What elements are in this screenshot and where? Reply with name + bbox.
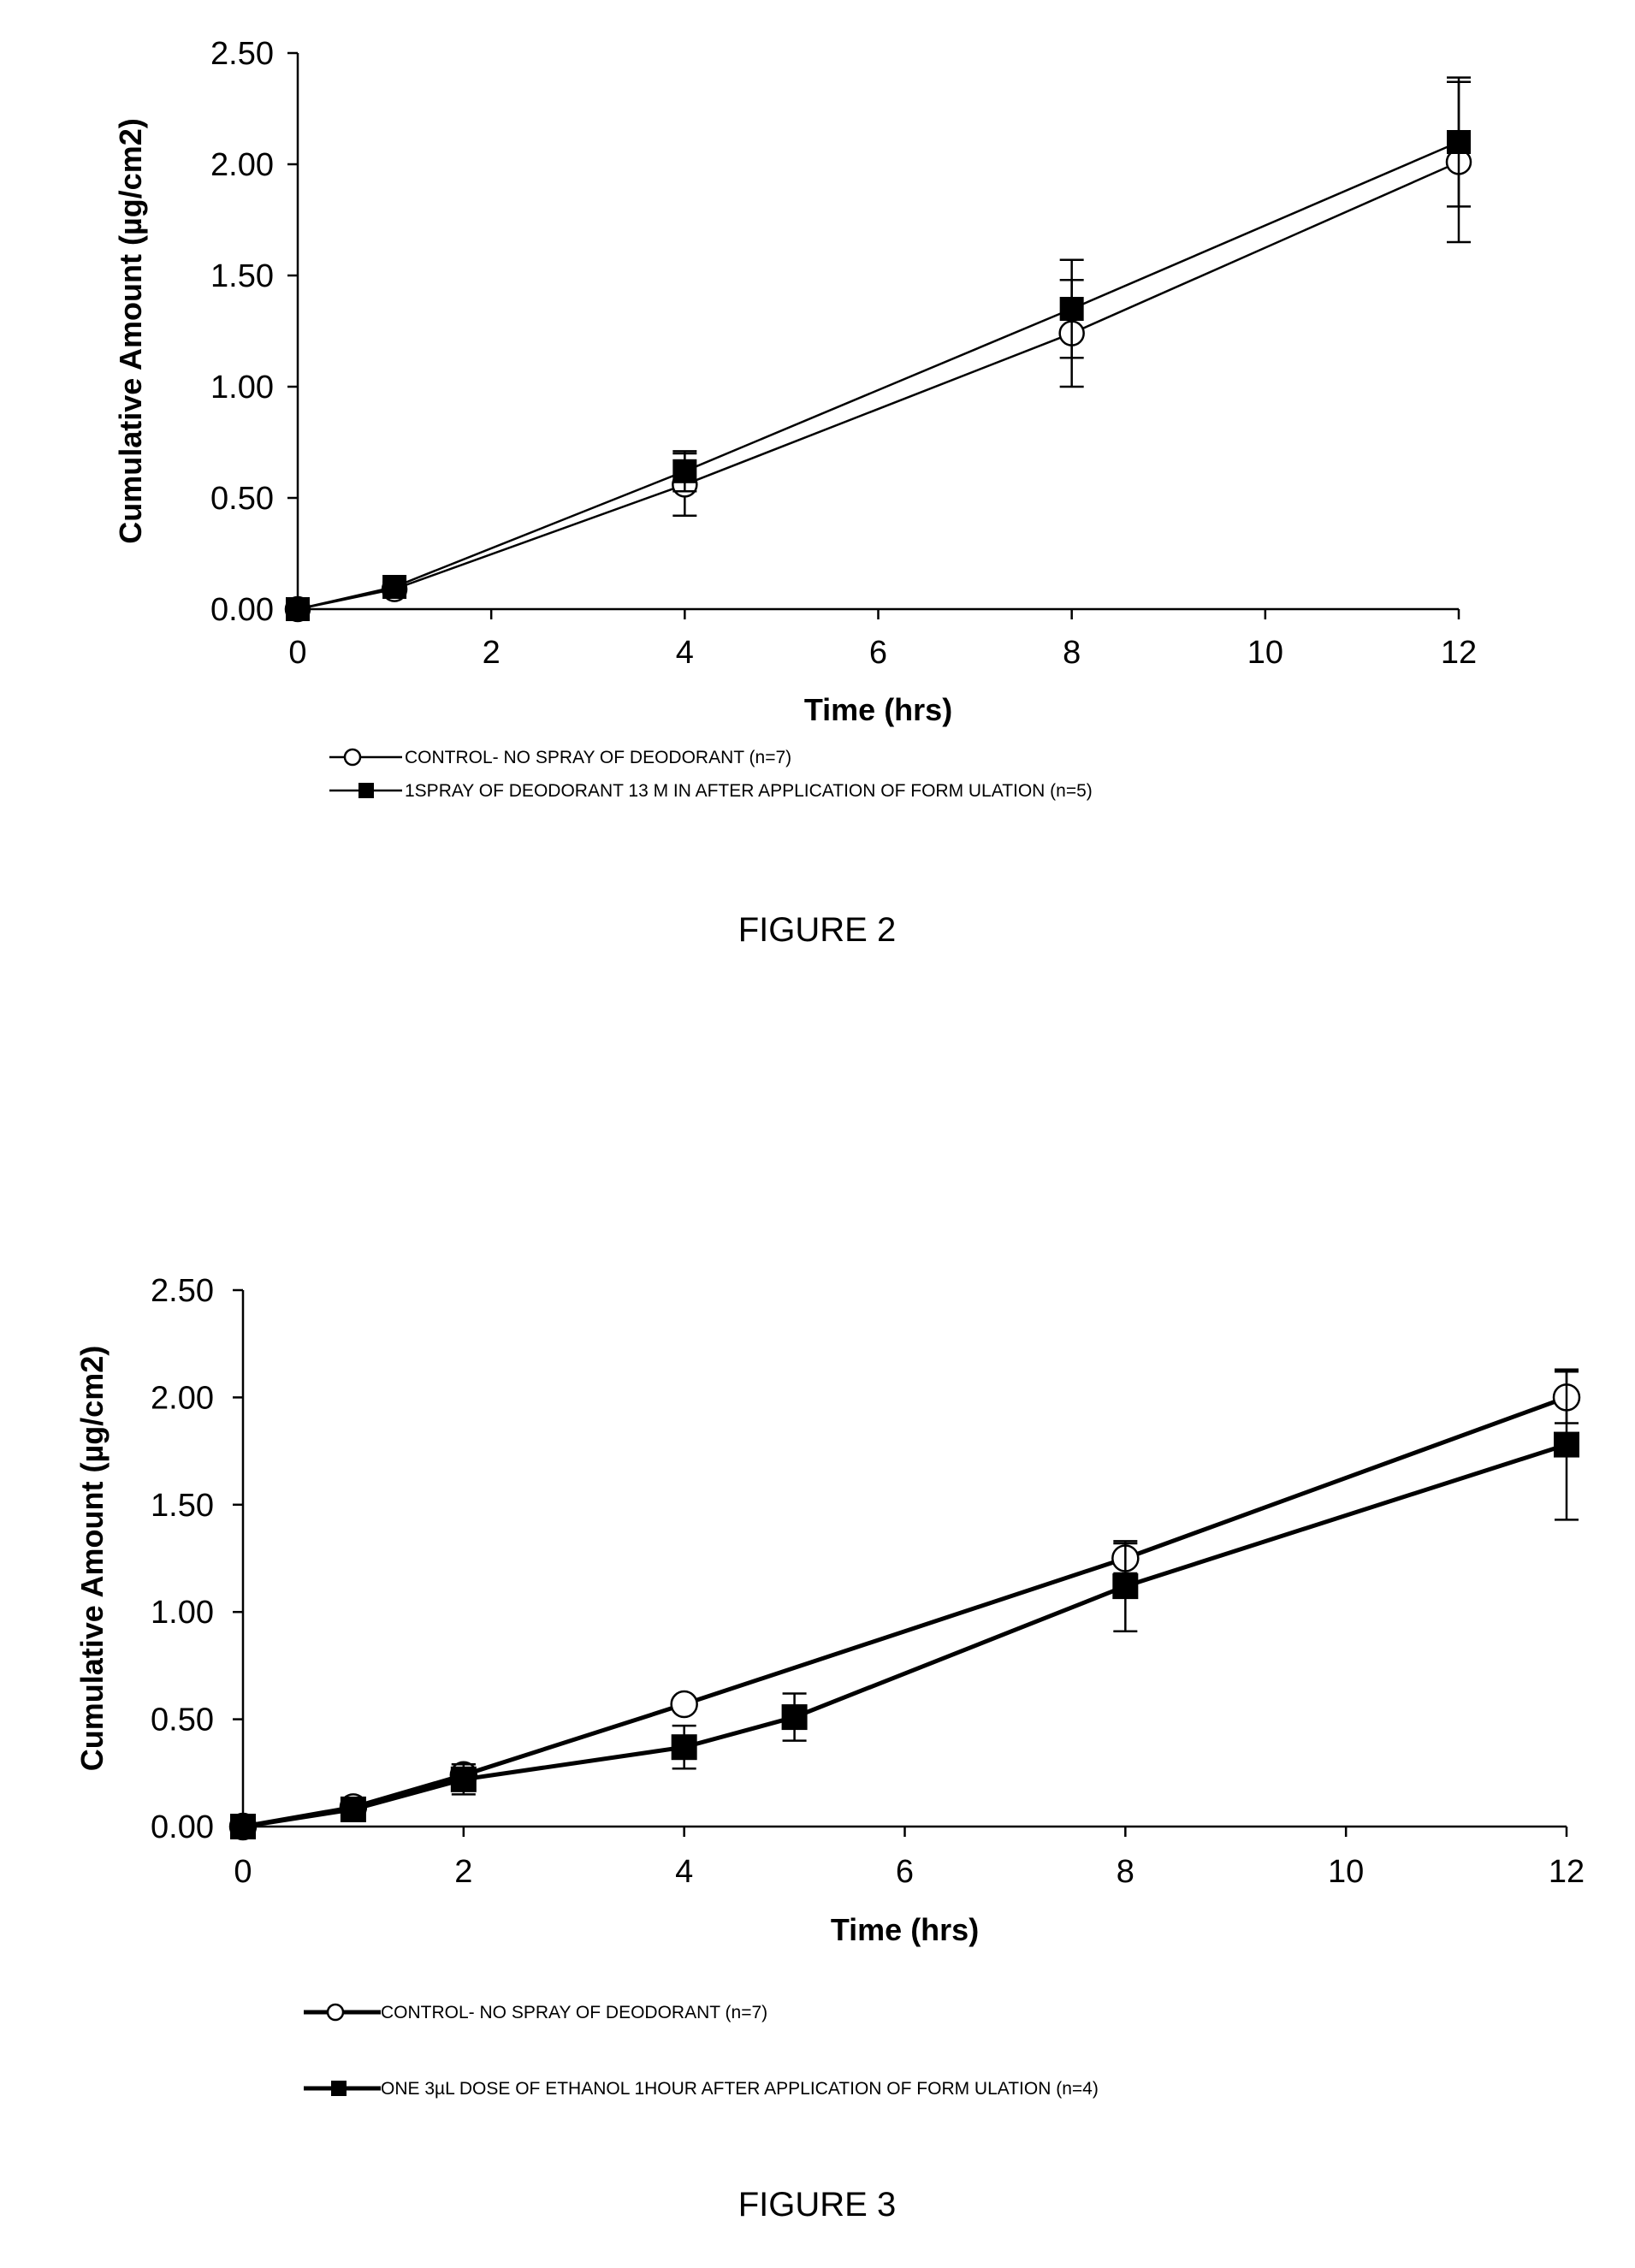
data-point — [782, 1704, 808, 1730]
y-tick-label: 0.50 — [210, 481, 274, 517]
figure-caption-1: FIGURE 2 — [738, 911, 896, 949]
data-point — [230, 1814, 256, 1839]
y-tick-label: 1.00 — [151, 1595, 214, 1631]
series-1 — [230, 1371, 1579, 1839]
x-tick-label: 10 — [1247, 635, 1283, 671]
data-point — [451, 1767, 477, 1792]
legend-marker — [331, 2081, 347, 2096]
y-tick-label: 0.50 — [151, 1702, 214, 1738]
series-line — [298, 142, 1459, 609]
x-tick-label: 0 — [288, 635, 306, 671]
legend-entry-2: 1SPRAY OF DEODORANT 13 M IN AFTER APPLIC… — [329, 781, 1093, 801]
y-tick-label: 0.00 — [151, 1809, 214, 1845]
legend-entry-1: CONTROL- NO SPRAY OF DEODORANT (n=7) — [304, 2003, 767, 2022]
figure-caption-2: FIGURE 3 — [738, 2186, 896, 2224]
legend-label: CONTROL- NO SPRAY OF DEODORANT (n=7) — [405, 748, 791, 767]
x-tick-label: 2 — [454, 1854, 472, 1890]
series-line — [243, 1397, 1567, 1827]
data-point — [382, 575, 406, 599]
x-tick-label: 0 — [234, 1854, 252, 1890]
series-1 — [286, 82, 1471, 621]
y-axis-title: Cumulative Amount (µg/cm2) — [113, 118, 148, 543]
x-axis-title: Time (hrs) — [804, 692, 952, 727]
chart-1: 0.00 0.50 1.00 1.50 2.00 2.50 0 2 4 6 8 10 12 Time (h… — [113, 36, 1477, 801]
data-point — [672, 1734, 697, 1760]
legend-label: CONTROL- NO SPRAY OF DEODORANT (n=7) — [381, 2003, 767, 2022]
y-axis-title: Cumulative Amount (µg/cm2) — [74, 1346, 110, 1771]
data-point — [672, 1691, 697, 1717]
series-2 — [230, 1370, 1579, 1839]
data-point — [672, 459, 696, 483]
legend-entry-1: CONTROL- NO SPRAY OF DEODORANT (n=7) — [329, 748, 791, 767]
legend-marker — [328, 2004, 343, 2020]
y-tick-label: 2.50 — [151, 1273, 214, 1309]
legend-label: ONE 3µL DOSE OF ETHANOL 1HOUR AFTER APPL… — [381, 2079, 1099, 2099]
data-point — [1060, 297, 1084, 321]
data-point — [341, 1797, 366, 1822]
y-tick-label: 2.50 — [210, 36, 274, 72]
x-tick-label: 12 — [1549, 1854, 1585, 1890]
x-tick-label: 2 — [483, 635, 501, 671]
series-2 — [286, 78, 1471, 621]
legend-entry-2: ONE 3µL DOSE OF ETHANOL 1HOUR AFTER APPL… — [304, 2079, 1099, 2099]
y-tick-label: 0.00 — [210, 592, 274, 628]
data-point — [1112, 1573, 1138, 1599]
series-line — [298, 162, 1459, 609]
x-tick-label: 8 — [1063, 635, 1081, 671]
series-line — [243, 1445, 1567, 1827]
x-tick-label: 8 — [1117, 1854, 1134, 1890]
x-tick-label: 6 — [869, 635, 887, 671]
y-tick-label: 2.00 — [210, 147, 274, 183]
legend-marker — [358, 783, 374, 798]
y-tick-label: 1.50 — [151, 1488, 214, 1524]
x-tick-label: 4 — [675, 1854, 693, 1890]
legend-label: 1SPRAY OF DEODORANT 13 M IN AFTER APPLIC… — [405, 781, 1093, 801]
x-tick-label: 12 — [1441, 635, 1477, 671]
y-tick-label: 1.50 — [210, 258, 274, 294]
x-tick-label: 10 — [1328, 1854, 1364, 1890]
x-tick-label: 6 — [896, 1854, 914, 1890]
data-point — [286, 597, 310, 621]
data-point — [1447, 130, 1471, 154]
y-tick-label: 1.00 — [210, 370, 274, 406]
chart-2: 0.00 0.50 1.00 1.50 2.00 2.50 0 2 4 6 8 10 12 Time (h… — [74, 1273, 1585, 2099]
x-tick-label: 4 — [676, 635, 694, 671]
y-tick-label: 2.00 — [151, 1380, 214, 1416]
legend-marker — [345, 749, 360, 765]
data-point — [1554, 1432, 1579, 1458]
x-axis-title: Time (hrs) — [831, 1912, 979, 1947]
